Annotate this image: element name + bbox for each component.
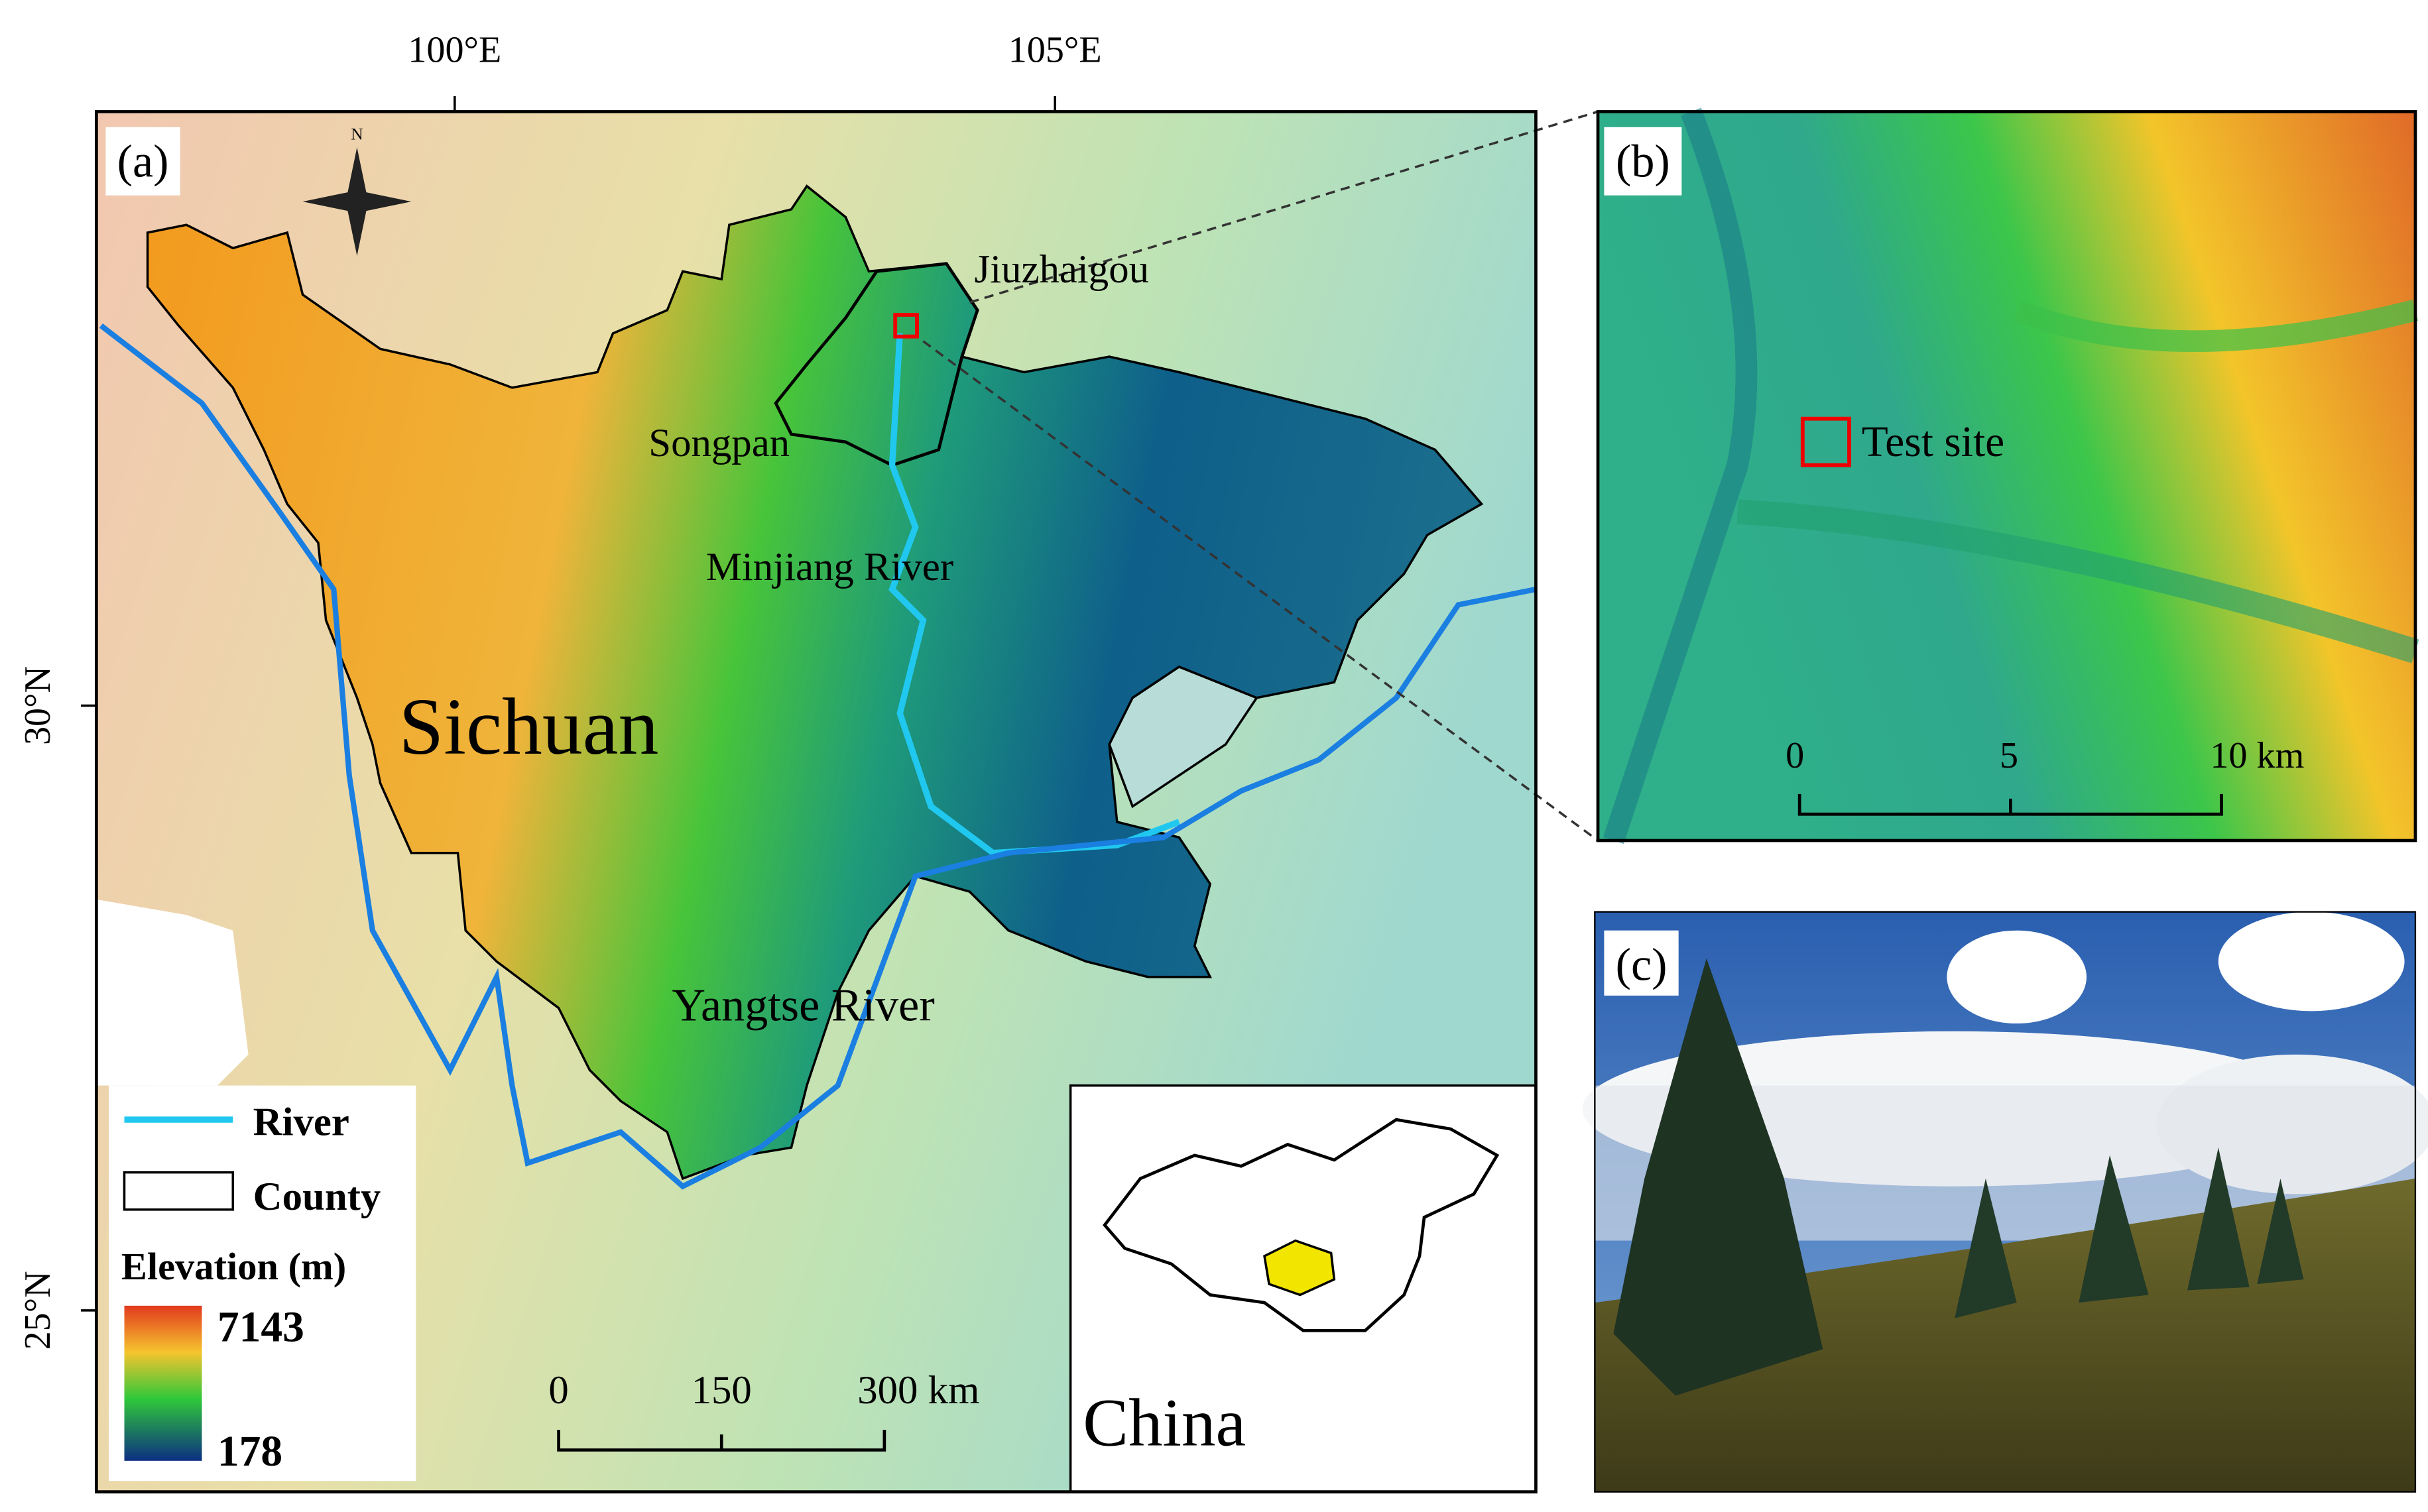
panel-c: (c) [1582, 911, 2428, 1493]
legend-label: River [253, 1100, 349, 1145]
scale-bar: 0 150 300 km [548, 1368, 979, 1452]
scale-label: 0 [548, 1368, 568, 1413]
cloud [2218, 911, 2405, 1012]
legend: River County Elevation (m) 7143 178 [109, 1085, 416, 1482]
county-boundary [774, 262, 979, 467]
tree [2079, 1155, 2149, 1303]
chongqing-area [1108, 666, 1258, 809]
colorbar-label: 7143 [217, 1304, 304, 1352]
lat-label: 30°N [17, 666, 58, 745]
sichuan-highlight [1263, 1239, 1336, 1297]
colorbar-label: 178 [217, 1428, 282, 1476]
china-inset: China [1069, 1084, 1538, 1493]
tree [1613, 958, 1823, 1396]
cloud [1947, 930, 2087, 1024]
inset-label: China [1083, 1385, 1246, 1460]
place-label: Minjiang River [706, 545, 953, 589]
panel-label: (c) [1616, 939, 1668, 991]
panel-label: (b) [1616, 136, 1670, 188]
yangtse-river [99, 323, 1537, 1190]
place-label: Jiuzhaigou [975, 247, 1149, 292]
panel-label: (a) [117, 136, 169, 188]
place-label: Yangtse River [672, 979, 934, 1031]
panel-frame [95, 110, 1538, 1493]
zoom-line [969, 110, 1599, 304]
compass-star [302, 147, 412, 257]
compass-north: N [351, 125, 363, 144]
province-label: Sichuan [399, 683, 659, 772]
valley [1736, 499, 2419, 664]
tree [2257, 1179, 2304, 1285]
site-label: Test site [1862, 418, 2005, 466]
panel-label-bg [1604, 930, 1679, 996]
scale-label: 5 [2000, 735, 2018, 776]
place-label: Songpan [648, 421, 790, 465]
compass: N [302, 125, 412, 257]
valley [2012, 300, 2418, 352]
lon-label: 105°E [1008, 30, 1102, 71]
tree [2187, 1147, 2250, 1291]
elevation-colorbar [124, 1305, 202, 1461]
no-data-area [96, 899, 249, 1086]
tree [1955, 1179, 2017, 1318]
legend-label: County [253, 1175, 381, 1219]
legend-title: Elevation (m) [121, 1245, 346, 1288]
panel-frame [1594, 911, 2417, 1493]
valley [1603, 107, 1758, 844]
legend-county-swatch [123, 1171, 235, 1211]
site-marker [893, 312, 919, 339]
panel-b: Test site 0 5 10 km (b) [1596, 107, 2419, 844]
china-outline [1103, 1118, 1500, 1332]
panel-a: N (a) Jiuzhaigou Songpan Minjiang River … [81, 96, 1599, 1493]
lon-label: 100°E [408, 30, 501, 71]
zoom-line [922, 340, 1599, 842]
scale-label: 0 [1786, 735, 1804, 776]
scale-label: 10 km [2210, 735, 2304, 776]
panel-frame [1596, 110, 2417, 843]
panel-label-bg [1604, 127, 1682, 196]
panel-label-bg [105, 127, 180, 196]
lat-label: 25°N [17, 1271, 58, 1350]
test-site-marker [1800, 416, 1851, 467]
scale-label: 300 km [857, 1368, 979, 1413]
scale-label: 150 [692, 1368, 752, 1413]
